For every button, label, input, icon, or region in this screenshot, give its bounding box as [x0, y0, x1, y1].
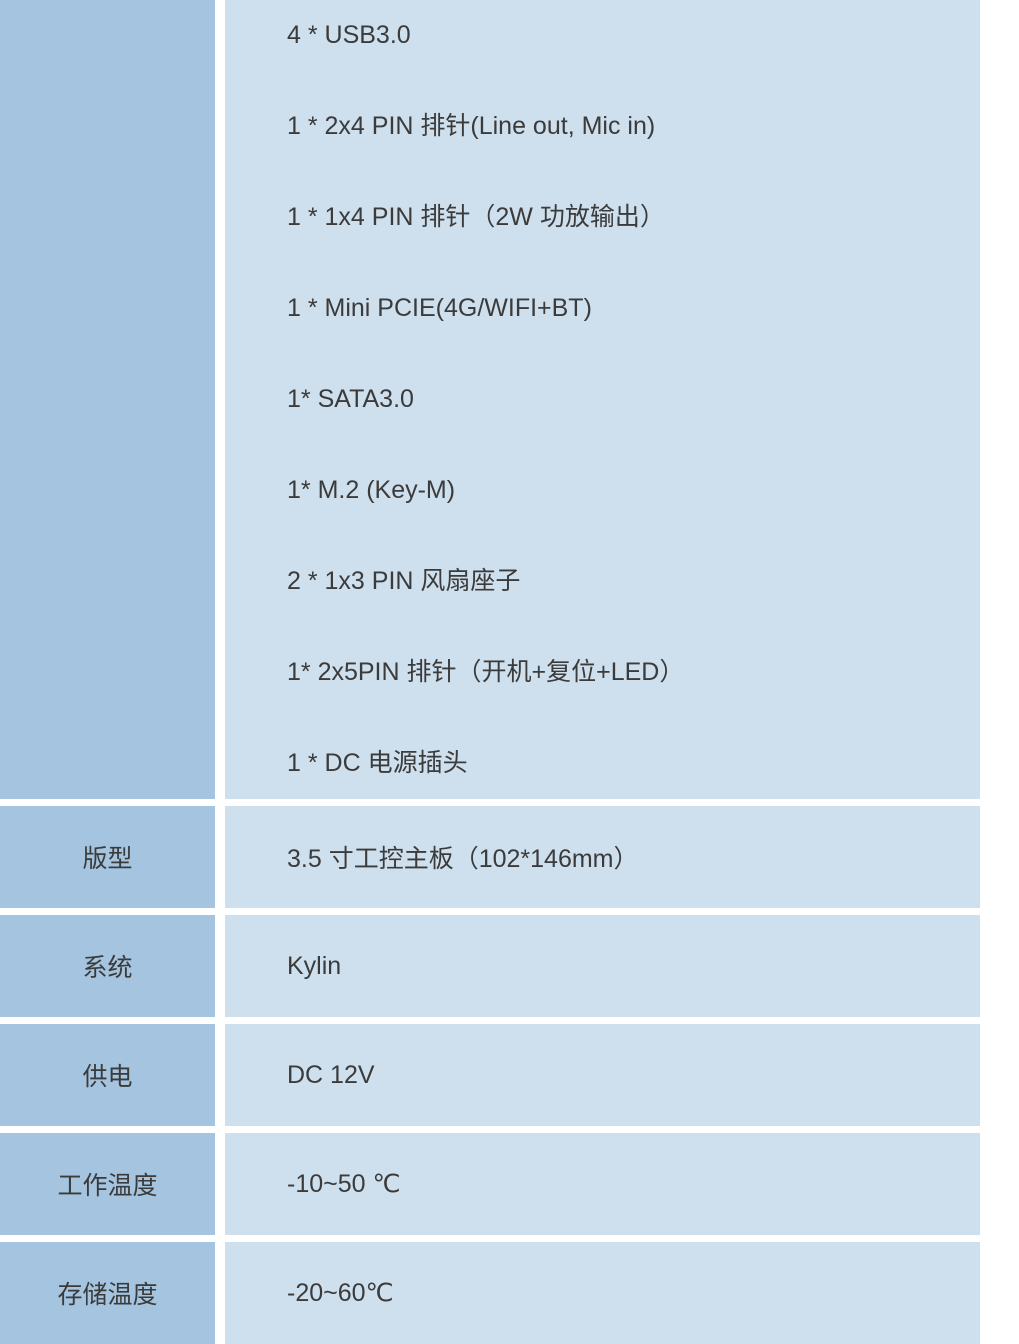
line-gap — [287, 417, 979, 473]
line-gap — [287, 690, 979, 746]
spec-line: 4 * USB3.0 — [287, 18, 979, 53]
spec-line: 1 * Mini PCIE(4G/WIFI+BT) — [287, 291, 979, 326]
line-gap — [287, 53, 979, 109]
spec-line: 2 * 1x3 PIN 风扇座子 — [287, 564, 979, 599]
row-value: -10~50 ℃ — [225, 1133, 980, 1242]
spec-table-body: 4 * USB3.0 1 * 2x4 PIN 排针(Line out, Mic i… — [0, 0, 980, 1344]
spec-line: 1 * 1x4 PIN 排针（2W 功放输出） — [287, 200, 979, 235]
row-label: 系统 — [0, 915, 225, 1024]
row-label: 工作温度 — [0, 1133, 225, 1242]
spec-line: 1 * DC 电源插头 — [287, 746, 979, 781]
table-row: 4 * USB3.0 1 * 2x4 PIN 排针(Line out, Mic i… — [0, 0, 980, 806]
row-value: DC 12V — [225, 1024, 980, 1133]
table-row: 存储温度-20~60℃ — [0, 1242, 980, 1344]
spec-line: 1 * 2x4 PIN 排针(Line out, Mic in) — [287, 109, 979, 144]
line-gap — [287, 599, 979, 655]
row-label: 供电 — [0, 1024, 225, 1133]
row-value: 3.5 寸工控主板（102*146mm） — [225, 806, 980, 915]
line-gap — [287, 326, 979, 382]
row-label: 存储温度 — [0, 1242, 225, 1344]
table-row: 工作温度-10~50 ℃ — [0, 1133, 980, 1242]
spec-line: 1* M.2 (Key-M) — [287, 473, 979, 508]
row-label: 版型 — [0, 806, 225, 915]
line-gap — [287, 235, 979, 291]
row-value: Kylin — [225, 915, 980, 1024]
row-value: 4 * USB3.0 1 * 2x4 PIN 排针(Line out, Mic i… — [225, 0, 980, 806]
spec-line: 1* 2x5PIN 排针（开机+复位+LED） — [287, 655, 979, 690]
table-row: 供电DC 12V — [0, 1024, 980, 1133]
row-value: -20~60℃ — [225, 1242, 980, 1344]
table-row: 系统Kylin — [0, 915, 980, 1024]
row-label — [0, 0, 225, 806]
spec-table: 4 * USB3.0 1 * 2x4 PIN 排针(Line out, Mic i… — [0, 0, 980, 1344]
table-row: 版型3.5 寸工控主板（102*146mm） — [0, 806, 980, 915]
line-gap — [287, 144, 979, 200]
spec-line: 1* SATA3.0 — [287, 382, 979, 417]
line-gap — [287, 508, 979, 564]
